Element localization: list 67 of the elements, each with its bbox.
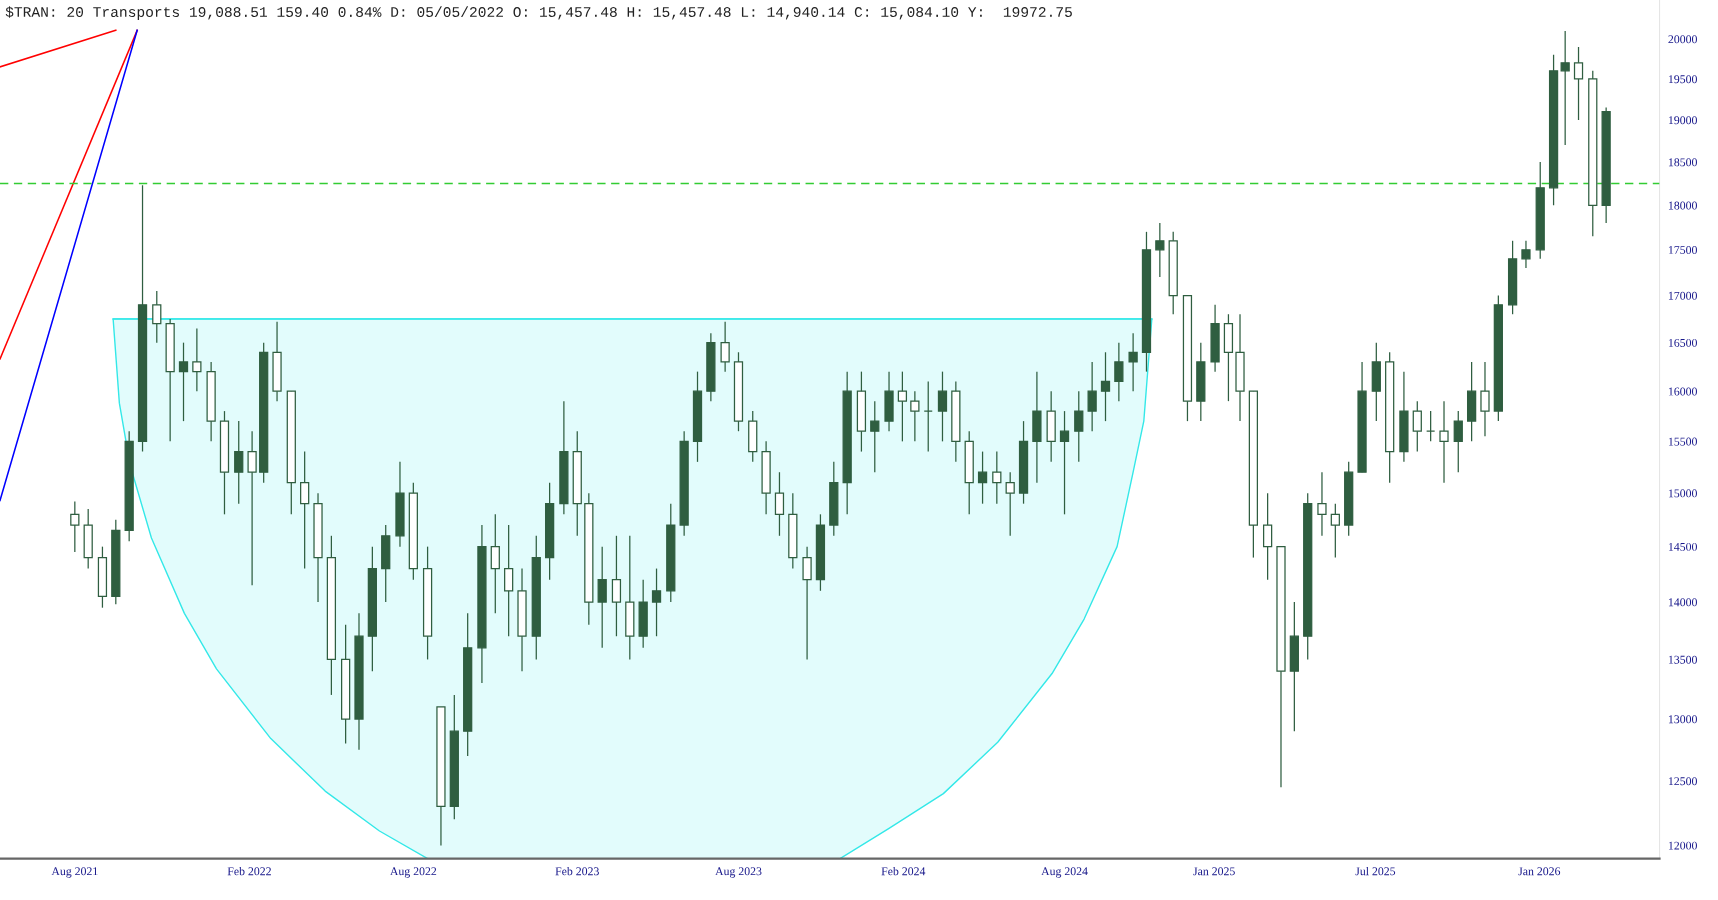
y-tick-label: 15500 [1668, 437, 1697, 446]
x-tick-label: Aug 2023 [715, 867, 762, 878]
candlestick [1573, 46, 1584, 121]
candlestick [992, 450, 1002, 505]
candlestick [977, 450, 988, 505]
x-tick-label: Jan 2025 [1193, 867, 1235, 876]
x-tick-label: Feb 2024 [881, 866, 926, 876]
y-tick-label: 18000 [1668, 201, 1697, 210]
candlestick [1128, 332, 1138, 392]
y-tick-label: 15000 [1668, 489, 1697, 498]
candlestick [1262, 492, 1273, 581]
candlestick [802, 546, 812, 661]
candlestick [1412, 400, 1422, 453]
candlestick [611, 535, 622, 637]
y-tick-label: 14500 [1668, 542, 1697, 551]
y-tick-label: 16000 [1668, 387, 1697, 396]
y-tick-label: 13000 [1668, 715, 1697, 724]
candlestick [1439, 400, 1449, 484]
x-tick-label: Feb 2023 [555, 866, 599, 876]
candlestick [1155, 222, 1165, 278]
candlestick [1087, 361, 1097, 432]
candlestick [70, 500, 80, 553]
y-tick-label: 18500 [1668, 158, 1697, 167]
candlestick [910, 390, 920, 442]
candlestick [1114, 342, 1124, 402]
chart-title: $TRAN: 20 Transports 19,088.51 159.40 0.84% D: 05/05/2022 O: 15,457.48 H: 15,457.48 L: 14,940.14 C: 15,084.10 Y: 19972.75 [5, 6, 1072, 20]
candlestick [597, 546, 607, 649]
y-tick-label: 19500 [1668, 75, 1697, 84]
candlestick [1330, 503, 1340, 559]
y-tick-label: 17000 [1668, 291, 1697, 300]
x-tick-label: Aug 2024 [1041, 867, 1088, 878]
candlestick [774, 471, 785, 537]
candlestick [178, 342, 189, 422]
candlestick [1005, 471, 1015, 537]
y-tick-label: 13500 [1668, 655, 1697, 664]
candlestick [1521, 240, 1531, 269]
candlestick [152, 290, 162, 344]
candlestick [720, 321, 730, 373]
candlestick [651, 567, 662, 637]
candlestick [192, 327, 202, 392]
y-tick-label: 16500 [1668, 338, 1697, 347]
x-tick-label: Aug 2021 [51, 867, 98, 878]
y-tick-label: 14000 [1668, 598, 1697, 607]
candlestick [1480, 361, 1490, 437]
y-tick-label: 17500 [1668, 246, 1697, 254]
candlestick [1059, 410, 1070, 515]
candlestick [1453, 410, 1463, 473]
x-tick-label: Jan 2026 [1518, 867, 1561, 876]
y-tick-label: 20000 [1668, 35, 1697, 44]
y-tick-label: 19000 [1668, 116, 1697, 125]
candlestick [247, 430, 257, 586]
y-tick-label: 12000 [1668, 841, 1697, 850]
candlestick [1074, 390, 1084, 463]
candlestick [490, 513, 500, 614]
x-tick-label: Jul 2025 [1355, 866, 1396, 876]
candlestick [1560, 30, 1570, 146]
candlestick [504, 524, 514, 637]
x-tick-label: Feb 2022 [227, 866, 271, 876]
y-tick-label: 12500 [1668, 777, 1697, 786]
x-tick-label: Aug 2022 [390, 867, 437, 878]
candlestick [870, 400, 880, 473]
candlestick [1317, 471, 1327, 537]
candlestick [1100, 351, 1111, 422]
candlestick [937, 371, 948, 442]
candlestick [300, 450, 310, 570]
candlestick [897, 371, 908, 442]
candlestick [234, 420, 244, 505]
